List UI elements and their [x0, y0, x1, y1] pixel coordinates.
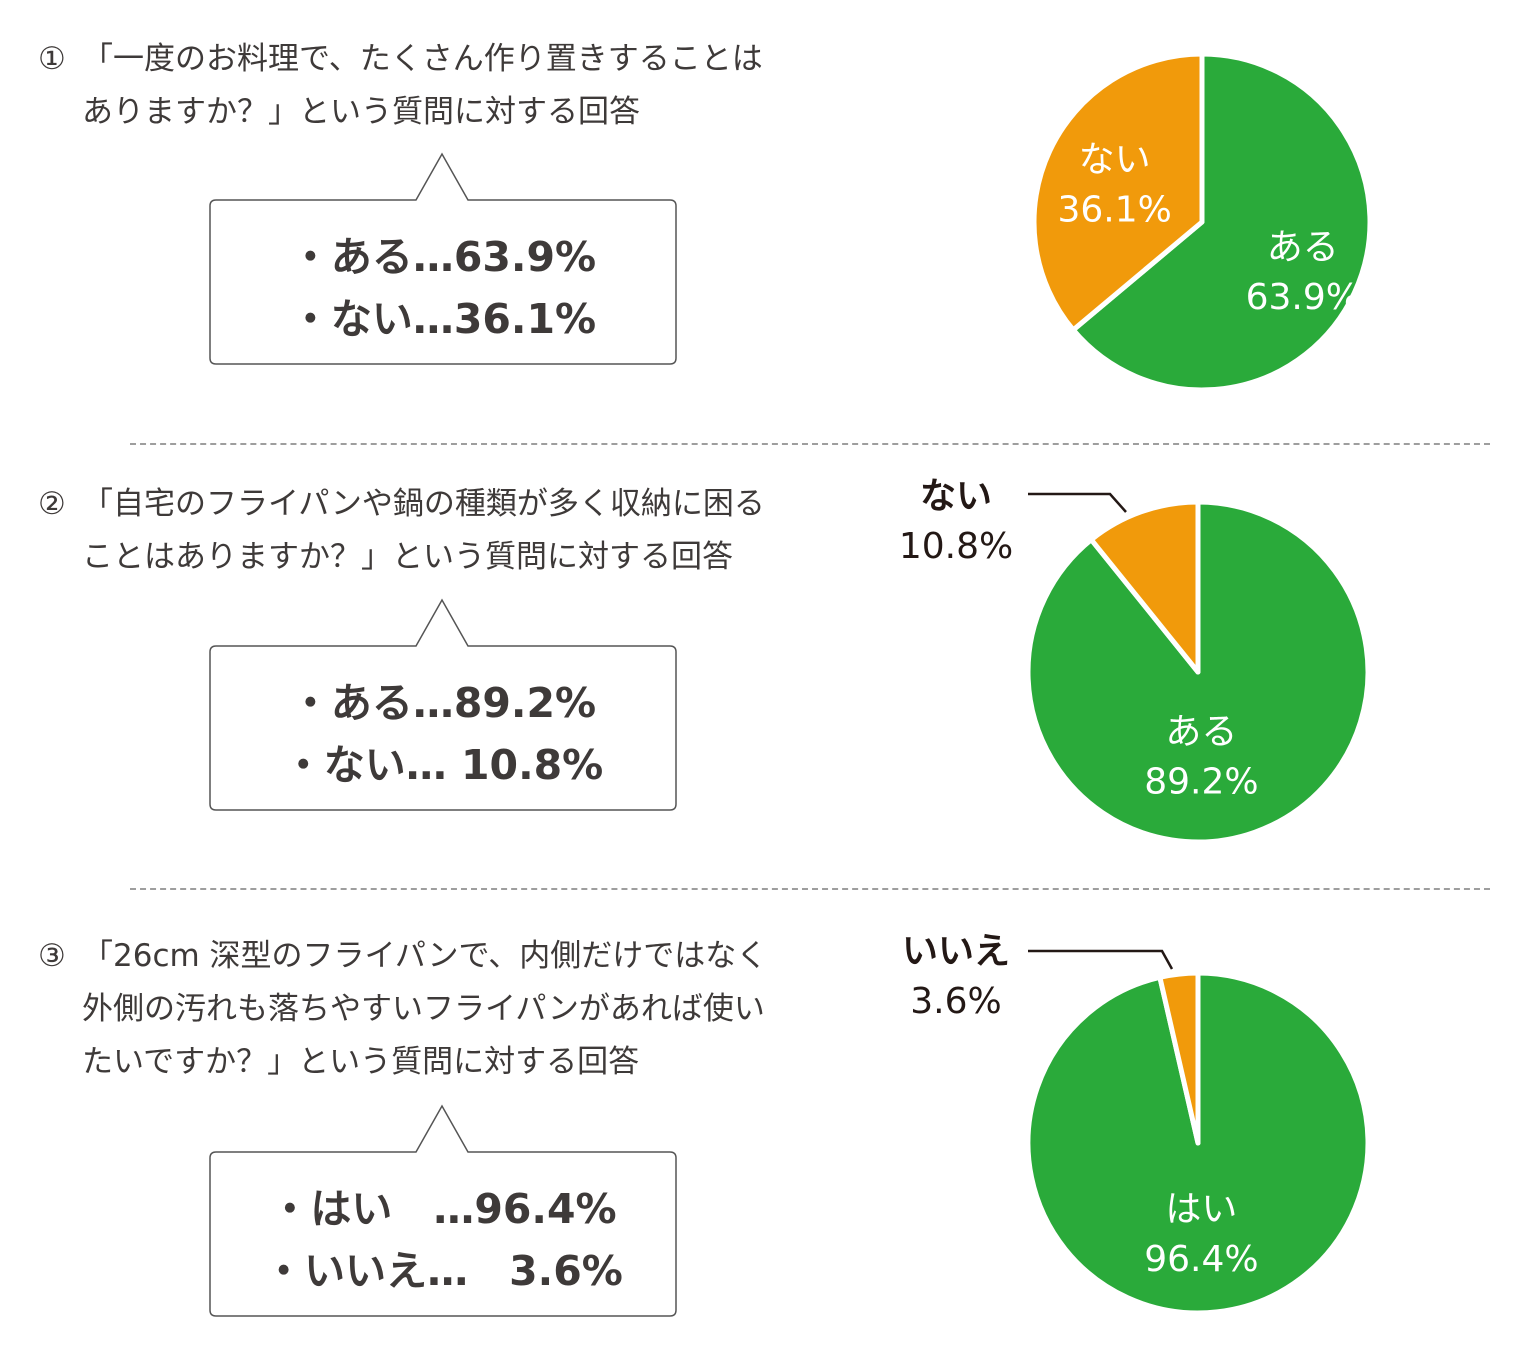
answer-bubble-2: [209, 598, 677, 811]
question-3-line-2: 外側の汚れも落ちやすいフライパンがあれば使い: [82, 991, 765, 1027]
question-3-number: ③: [38, 938, 66, 974]
leader-line: [1028, 949, 1174, 970]
slice-label: ある: [1267, 227, 1339, 268]
answer-yes-2: ・ある…89.2%: [289, 679, 597, 727]
slice-value-label: 36.1%: [1057, 190, 1171, 231]
answer-yes-3: ・はい …96.4%: [269, 1185, 617, 1233]
pie-chart-1: ある 63.9% ない 36.1%: [1031, 51, 1373, 393]
slice-label: ない: [920, 476, 992, 517]
question-1-line-2: ありますか？」という質問に対する回答: [82, 94, 640, 130]
answer-no-2: ・ない… 10.8%: [282, 741, 604, 789]
question-1-line-1: ① 「一度のお料理で、たくさん作り置きすることは: [38, 33, 818, 86]
slice-label: はい: [1165, 1189, 1237, 1230]
pie-slice-minor: [1157, 970, 1201, 1146]
question-1: ① 「一度のお料理で、たくさん作り置きすることは ありますか？」という質問に対する…: [38, 33, 818, 139]
slice-value-label: 89.2%: [1144, 761, 1258, 802]
slice-label: ない: [1079, 140, 1151, 181]
question-2-number: ②: [38, 486, 66, 522]
answer-list-3: ・はい …96.4% ・いいえ… 3.6%: [208, 1178, 678, 1302]
answer-yes-1: ・ある…63.9%: [289, 233, 597, 281]
answer-list-1: ・ある…63.9% ・ない…36.1%: [208, 226, 678, 350]
pie-slice-major: [1070, 51, 1373, 393]
answer-bubble-1: [209, 152, 677, 365]
question-2: ② 「自宅のフライパンや鍋の種類が多く収納に困る ことはありますか？」という質問に…: [38, 478, 818, 584]
slice-value-label: 3.6%: [910, 981, 1001, 1022]
section-2: ② 「自宅のフライパンや鍋の種類が多く収納に困る ことはありますか？」という質問に…: [38, 476, 1371, 845]
question-2-line-1: ② 「自宅のフライパンや鍋の種類が多く収納に困る: [38, 478, 818, 531]
section-1: ① 「一度のお料理で、たくさん作り置きすることは ありますか？」という質問に対する…: [0, 0, 1525, 430]
answer-list-2: ・ある…89.2% ・ない… 10.8%: [208, 672, 678, 796]
slice-value-label: 96.4%: [1144, 1239, 1258, 1280]
question-2-line-2: ことはありますか？」という質問に対する回答: [82, 539, 733, 575]
section-divider-1: [130, 443, 1490, 445]
question-3: ③ 「26cm 深型のフライパンで、内側だけではなく 外側の汚れも落ちやすいフライ…: [38, 930, 818, 1089]
answer-bubble-3: [209, 1104, 677, 1317]
pie-slice-minor: [1031, 51, 1205, 333]
pie-chart-2: ある 89.2% ない 10.8%: [899, 476, 1371, 845]
slice-value-label: 10.8%: [899, 526, 1013, 567]
pie-slice-minor: [1088, 499, 1201, 675]
question-1-number: ①: [38, 41, 66, 77]
slice-label: いいえ: [902, 931, 1010, 972]
answer-no-3: ・いいえ… 3.6%: [263, 1247, 623, 1295]
answer-no-1: ・ない…36.1%: [289, 295, 597, 343]
slice-label: ある: [1165, 711, 1237, 752]
question-3-line-1: ③ 「26cm 深型のフライパンで、内側だけではなく: [38, 930, 818, 983]
pie-chart-3: はい 96.4% いいえ 3.6%: [902, 931, 1371, 1316]
slice-value-label: 63.9%: [1246, 277, 1360, 318]
section-divider-2: [130, 888, 1490, 890]
leader-line: [1028, 492, 1127, 513]
question-3-line-3: たいですか？」という質問に対する回答: [82, 1044, 640, 1080]
